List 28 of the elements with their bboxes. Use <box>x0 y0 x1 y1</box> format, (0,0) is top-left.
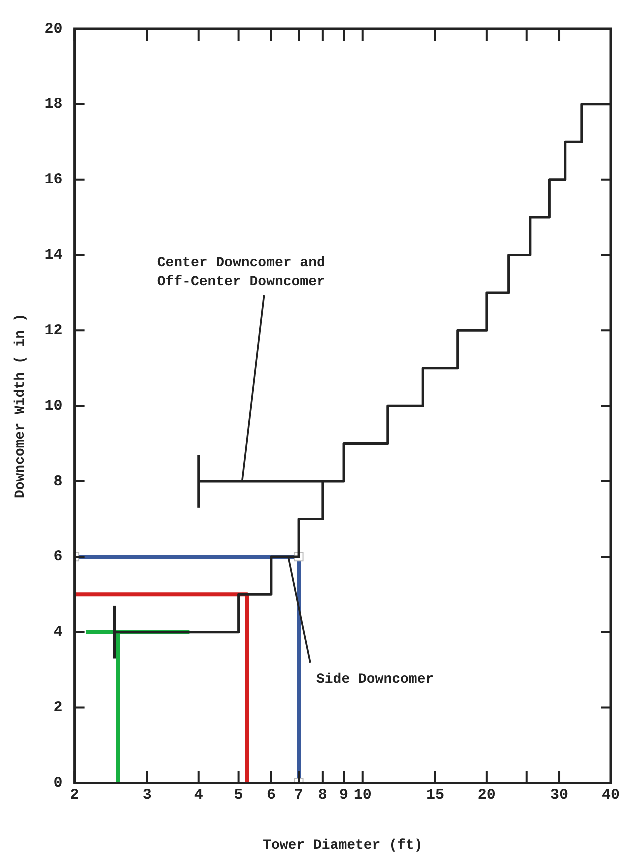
x-tick-label: 40 <box>602 786 620 804</box>
y-tick-label: 4 <box>54 624 63 642</box>
y-tick-label: 10 <box>44 398 63 415</box>
y-tick-label: 6 <box>54 548 63 566</box>
x-tick-label: 15 <box>426 786 444 804</box>
x-tick-label: 6 <box>266 786 276 804</box>
x-tick-label: 4 <box>194 786 204 804</box>
x-tick-label: 2 <box>70 786 80 804</box>
x-tick-label: 8 <box>318 786 328 804</box>
y-tick-label: 14 <box>44 247 63 264</box>
y-axis-title: Downcomer Width ( in ) <box>12 314 29 499</box>
y-tick-label: 16 <box>44 172 63 189</box>
y-tick-label: 18 <box>44 96 63 114</box>
x-tick-label: 5 <box>234 786 244 804</box>
y-tick-label: 2 <box>54 700 63 717</box>
y-tick-label: 8 <box>54 473 63 490</box>
x-tick-label: 9 <box>340 786 349 804</box>
y-tick-label: 20 <box>44 20 63 38</box>
x-tick-label: 30 <box>550 786 569 804</box>
y-tick-label: 12 <box>44 322 63 340</box>
annotation: Center Downcomer and Off-Center Downcomer <box>157 256 326 291</box>
x-tick-label: 10 <box>354 786 372 804</box>
annotation: Side Downcomer <box>316 672 434 688</box>
x-tick-label: 3 <box>142 786 152 804</box>
x-tick-label: 7 <box>294 786 304 804</box>
y-tick-label: 0 <box>54 774 63 792</box>
x-tick-label: 20 <box>478 786 496 804</box>
x-axis-title: Tower Diameter (ft) <box>263 838 423 854</box>
